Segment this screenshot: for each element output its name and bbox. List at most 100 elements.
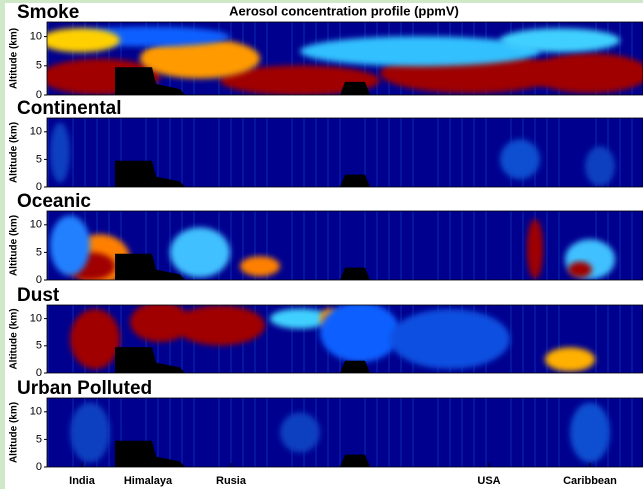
heatmap-panel <box>47 118 643 187</box>
y-tick-label: 10 <box>30 219 42 231</box>
y-tick-label: 10 <box>30 406 42 418</box>
heatmap-stripe <box>266 118 268 187</box>
heatmap-stripe <box>400 118 402 187</box>
y-tick-label: 10 <box>30 313 42 325</box>
x-tick-label: India <box>69 475 96 487</box>
heatmap-stripe <box>230 118 232 187</box>
heatmap-stripe <box>72 118 74 187</box>
panel-title: Urban Polluted <box>17 378 152 399</box>
y-tick-label: 5 <box>36 153 42 165</box>
heatmap-stripe <box>607 305 609 373</box>
heatmap-stripe <box>327 398 329 467</box>
heatmap-stripe <box>485 118 487 187</box>
x-tick-label: USA <box>477 475 500 487</box>
heatmap-stripe <box>242 211 244 280</box>
heatmap-stripe <box>510 398 512 467</box>
heatmap-stripe <box>242 118 244 187</box>
heatmap-panel <box>47 305 643 373</box>
heatmap-stripe <box>291 118 293 187</box>
heatmap-stripe <box>157 398 159 467</box>
heatmap-stripe <box>145 118 147 187</box>
heatmap-blob <box>140 38 260 79</box>
terrain <box>115 347 370 373</box>
heatmap-blob <box>527 218 543 279</box>
terrain <box>115 253 370 280</box>
heatmap-stripe <box>181 305 183 373</box>
y-axis-label: Altitude (km) <box>9 28 20 89</box>
heatmap-stripe <box>181 118 183 187</box>
heatmap-stripe <box>157 118 159 187</box>
heatmap-stripe <box>364 398 366 467</box>
heatmap-stripe <box>254 398 256 467</box>
heatmap-stripe <box>412 211 414 280</box>
heatmap-stripe <box>619 398 621 467</box>
heatmap-stripe <box>120 398 122 467</box>
heatmap-stripe <box>546 398 548 467</box>
plot-frame <box>46 117 643 188</box>
heatmap-stripe <box>400 211 402 280</box>
heatmap-stripe <box>218 398 220 467</box>
y-tick-label: 5 <box>36 246 42 258</box>
heatmap-stripe <box>364 118 366 187</box>
heatmap-stripe <box>291 305 293 373</box>
heatmap-stripe <box>339 211 341 280</box>
panel-title: Smoke <box>17 2 79 23</box>
heatmap-stripe <box>619 305 621 373</box>
plot-frame <box>46 21 643 96</box>
y-axis-label: Altitude (km) <box>9 215 20 276</box>
heatmap-stripe <box>631 118 633 187</box>
heatmap-stripe <box>303 305 305 373</box>
heatmap-stripe <box>339 118 341 187</box>
heatmap-stripe <box>47 22 49 95</box>
heatmap-blob <box>50 122 70 183</box>
heatmap-stripe <box>437 398 439 467</box>
heatmap-stripe <box>242 398 244 467</box>
heatmap-stripe <box>120 118 122 187</box>
plot-frame <box>46 397 643 468</box>
heatmap-stripe <box>266 305 268 373</box>
heatmap-blob <box>220 65 380 95</box>
heatmap-stripe <box>473 118 475 187</box>
heatmap-stripe <box>437 118 439 187</box>
heatmap-stripe <box>327 118 329 187</box>
heatmap-stripe <box>376 211 378 280</box>
heatmap-stripe <box>400 398 402 467</box>
heatmap-stripe <box>96 118 98 187</box>
heatmap-blob <box>270 308 330 329</box>
heatmap-stripe <box>558 118 560 187</box>
y-tick-label: 0 <box>36 274 42 286</box>
heatmap-stripe <box>254 305 256 373</box>
heatmap-stripe <box>145 398 147 467</box>
heatmap-stripe <box>412 398 414 467</box>
heatmap-stripe <box>72 22 74 95</box>
y-tick-label: 10 <box>30 126 42 138</box>
heatmap-panel <box>47 22 643 95</box>
heatmap-stripe <box>546 305 548 373</box>
heatmap-blob <box>70 309 120 369</box>
y-axis-label: Altitude (km) <box>9 308 20 369</box>
heatmap-stripe <box>619 211 621 280</box>
y-tick-label: 5 <box>36 60 42 72</box>
heatmap-stripe <box>157 211 159 280</box>
heatmap-stripe <box>327 211 329 280</box>
heatmap-stripe <box>169 398 171 467</box>
heatmap-stripe <box>364 211 366 280</box>
heatmap-stripe <box>145 211 147 280</box>
heatmap-stripe <box>631 211 633 280</box>
heatmap-stripe <box>461 118 463 187</box>
heatmap-stripe <box>266 211 268 280</box>
y-tick-label: 5 <box>36 340 42 352</box>
heatmap-blob <box>47 28 120 53</box>
heatmap-blob <box>390 309 510 369</box>
heatmap-stripe <box>522 305 524 373</box>
heatmap-stripe <box>120 305 122 373</box>
heatmap-stripe <box>47 305 49 373</box>
heatmap-stripe <box>84 118 86 187</box>
heatmap-stripe <box>619 118 621 187</box>
heatmap-blob <box>70 402 110 463</box>
heatmap-blob <box>130 305 190 342</box>
panel-title: Continental <box>17 98 122 119</box>
heatmap-stripe <box>315 305 317 373</box>
panel-title: Oceanic <box>17 191 91 212</box>
